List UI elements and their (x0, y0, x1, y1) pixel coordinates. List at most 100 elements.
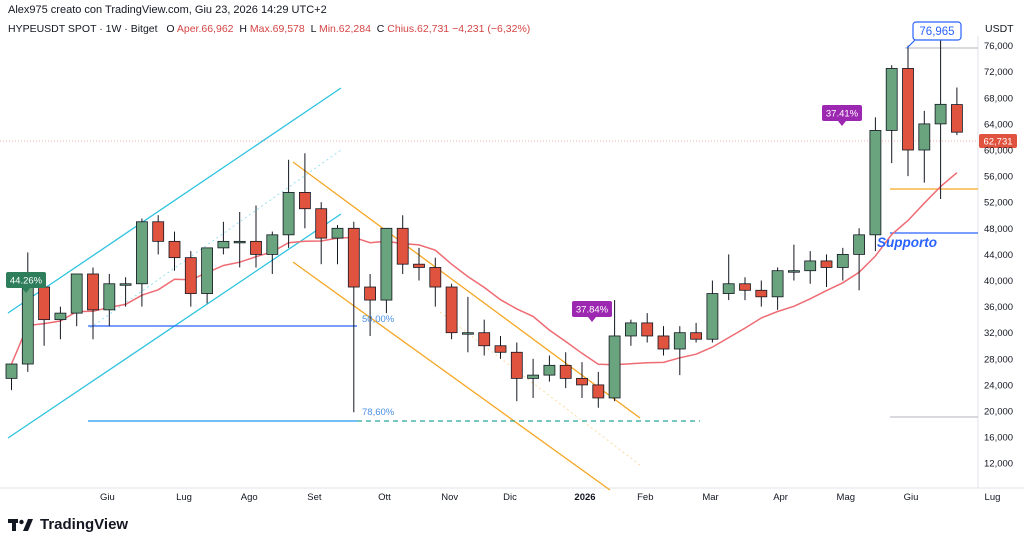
candle-body (869, 130, 882, 236)
time-tick-label: Set (307, 492, 322, 503)
time-tick-label: Apr (773, 492, 788, 503)
candle-down (413, 247, 425, 281)
candle-up (836, 247, 849, 281)
time-tick-label: Giu (100, 492, 115, 503)
candle-body (331, 227, 344, 239)
high-price-connector (906, 39, 916, 49)
candle-body (853, 234, 865, 255)
time-tick-label: Lug (985, 492, 1001, 503)
candle-up (885, 65, 898, 164)
price-tick-label: 52,000 (984, 198, 1013, 209)
candle-body (70, 273, 83, 314)
fib-786-label: 78,60% (362, 407, 395, 418)
candle-body (836, 253, 849, 268)
candle-body (657, 335, 670, 350)
candle-up (266, 231, 279, 274)
candle-body (217, 240, 230, 249)
candle-up (54, 306, 67, 340)
candle-body (445, 286, 458, 334)
candle-up (103, 273, 116, 327)
moving-average (10, 172, 958, 366)
high-label: H (239, 23, 247, 35)
candle-body (885, 68, 898, 131)
time-tick-label: 2026 (574, 492, 595, 503)
author-line: Alex975 creato con TradingView.com, Giu … (8, 4, 327, 16)
candle-body (902, 68, 914, 151)
candlesticks (5, 39, 963, 413)
open-value: Aper.66,962 (176, 23, 234, 35)
candle-up (771, 267, 784, 310)
candle-body (135, 221, 148, 285)
candle-down (494, 335, 507, 359)
moving-average-line (10, 172, 958, 366)
price-tick-label: 16,000 (984, 433, 1013, 444)
time-tick-label: Mar (702, 492, 718, 503)
candle-up (934, 39, 947, 199)
horizontal-levels (0, 47, 978, 422)
time-axis[interactable]: Giu Lug Ago Set Ott Nov Dic 2026 Feb Mar Apr Mag Giu… (100, 492, 1000, 503)
candle-down (510, 342, 523, 402)
candle-body (250, 240, 262, 255)
pct-tag-may: 37.41% (822, 105, 862, 126)
candle-body (592, 384, 605, 399)
candle-down (429, 257, 442, 307)
candle-body (576, 377, 588, 386)
time-tick-label: Ott (378, 492, 391, 503)
candle-down (755, 280, 768, 307)
brand-name: TradingView (40, 516, 129, 533)
tradingview-logo-icon (8, 518, 33, 531)
symbol-name[interactable]: HYPEUSDT SPOT · 1W · Bitget (8, 23, 158, 35)
candle-up (282, 159, 295, 248)
candle-body (152, 221, 165, 242)
tradingview-brand[interactable]: TradingView (8, 516, 128, 533)
support-label: Supporto (877, 235, 937, 250)
candle-body (494, 345, 507, 353)
candle-up (625, 319, 637, 346)
candle-up (233, 211, 246, 268)
candle-up (331, 225, 344, 265)
candle-up (869, 117, 882, 252)
time-tick-label: Nov (441, 492, 458, 503)
candle-up (788, 244, 800, 281)
pct-tag-feb-text: 37.84% (576, 305, 609, 316)
close-label: C (376, 23, 385, 35)
candle-body (673, 332, 686, 350)
candle-body (5, 363, 18, 379)
candle-body (543, 364, 556, 376)
candle-body (315, 208, 328, 239)
symbol-info-bar: HYPEUSDT SPOT · 1W · Bitget O Aper.66,96… (8, 23, 530, 35)
trend-channels (7, 87, 641, 491)
candle-body (510, 351, 523, 379)
candle-up (527, 358, 539, 398)
price-tick-label: 68,000 (984, 93, 1013, 104)
price-tick-label: 20,000 (984, 407, 1013, 418)
candle-down (902, 45, 914, 177)
time-tick-label: Lug (176, 492, 192, 503)
close-value: Chius.62,731 (387, 23, 450, 35)
candle-down (445, 283, 458, 340)
channel-down-mid-line (439, 311, 641, 466)
time-tick-label: Ago (241, 492, 258, 503)
channel-up-upper-line (7, 87, 342, 314)
candle-down (641, 313, 654, 343)
candle-up (461, 296, 474, 353)
candle-body (690, 332, 702, 340)
candle-body (233, 240, 246, 244)
pct-tag-may-text: 37.41% (826, 109, 859, 120)
candle-body (21, 286, 34, 365)
candle-body (87, 273, 99, 311)
candle-body (804, 260, 817, 272)
candle-body (103, 283, 116, 311)
pct-tag-may-box (822, 105, 862, 121)
time-tick-label: Giu (904, 492, 919, 503)
last-price-text: 62,731 (983, 137, 1012, 148)
price-axis[interactable]: 12,000 16,000 20,000 24,000 28,000 32,000 36,0… (984, 41, 1013, 470)
candle-up (673, 326, 686, 376)
candle-body (559, 364, 572, 379)
candle-down (168, 231, 181, 271)
price-tick-label: 56,000 (984, 172, 1013, 183)
price-tick-label: 60,000 (984, 146, 1013, 157)
candle-body (201, 247, 214, 294)
candle-body (38, 286, 50, 321)
